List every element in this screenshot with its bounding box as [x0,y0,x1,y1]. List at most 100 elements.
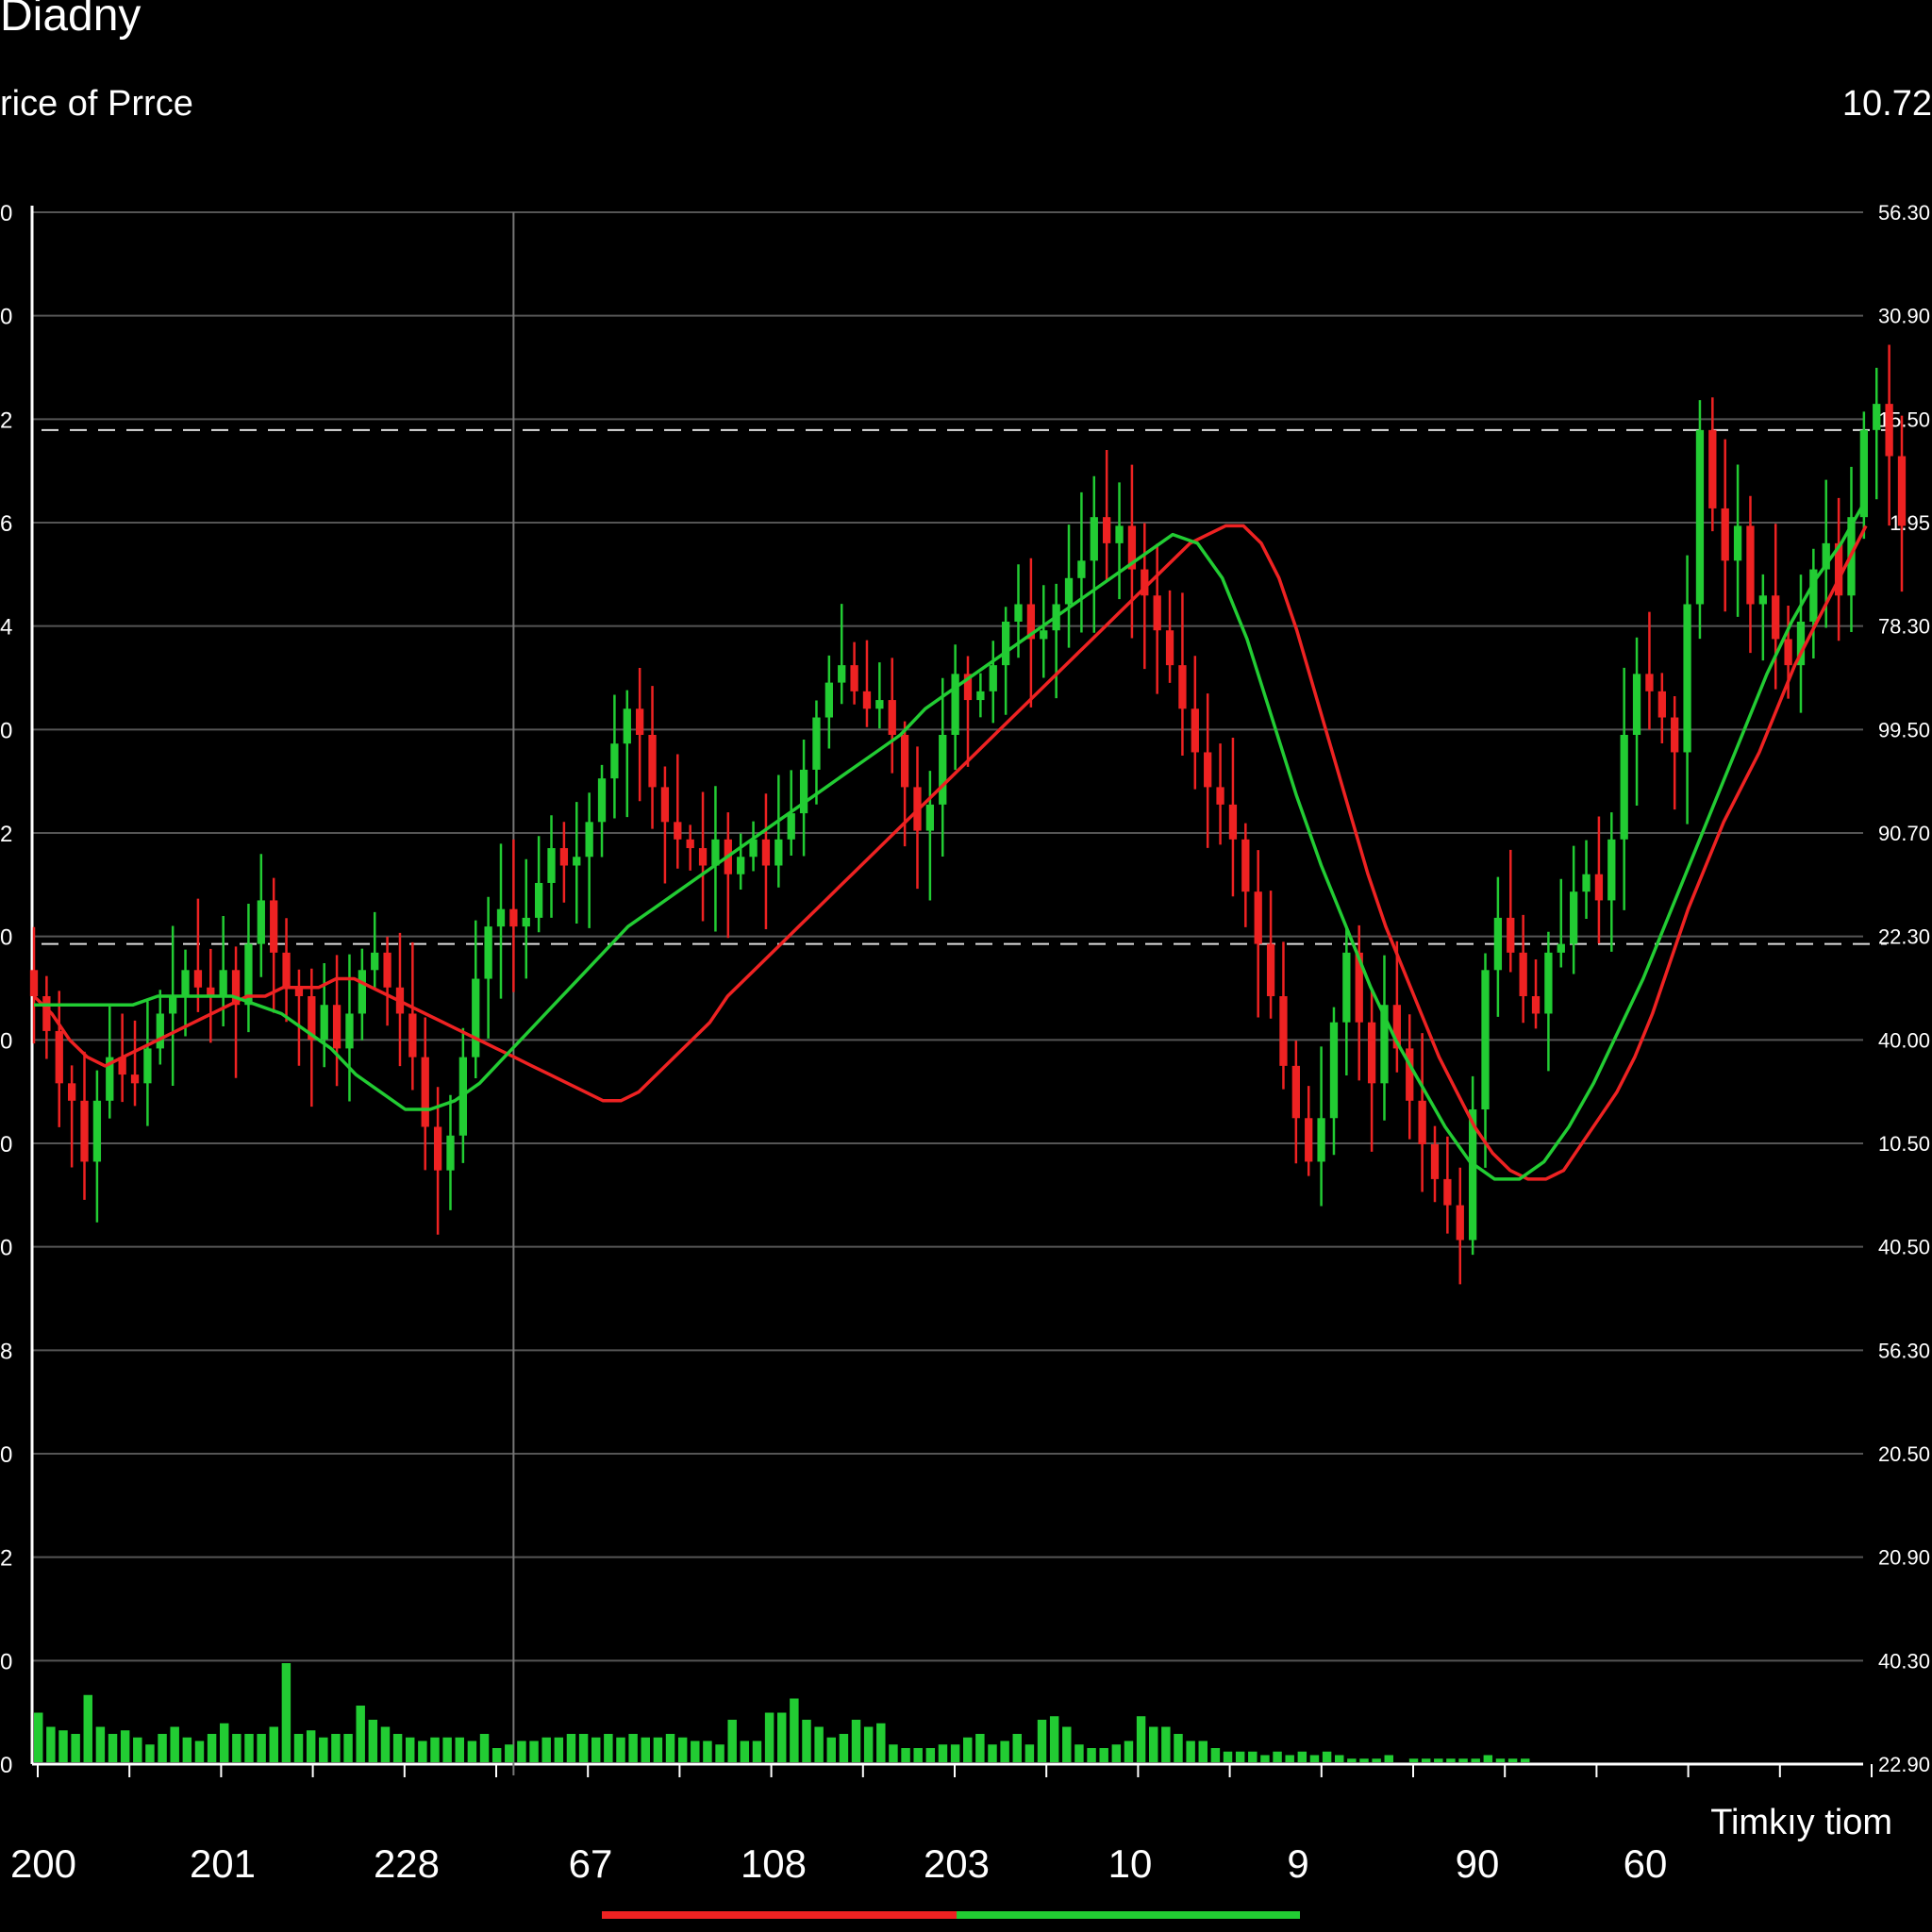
left-tick-label: 0 [0,201,12,226]
candle-body [875,700,884,709]
candle-body [1103,517,1111,543]
candle-body [1406,1048,1414,1101]
candle-body [674,822,682,840]
candle-body [862,691,872,709]
candle-body [1544,952,1553,1014]
candle-body [1430,1143,1440,1179]
volume-bar [293,1734,304,1762]
candle-body [383,952,391,988]
volume-bar [1408,1758,1419,1762]
candle-body [332,1005,341,1049]
x-tick-label: 90 [1456,1841,1500,1886]
volume-bar [1273,1751,1282,1762]
volume-bar [1297,1751,1307,1762]
left-tick-label: 4 [0,615,12,641]
volume-bar [777,1712,787,1762]
volume-bar [975,1734,985,1762]
candle-body [1796,621,1806,666]
volume-bar [1161,1726,1171,1762]
candle-body [29,970,39,996]
right-tick-label: 1.95 [1890,511,1930,535]
volume-bar [1012,1734,1022,1762]
left-tick-label: 0 [0,718,12,743]
volume-bar [641,1737,650,1762]
volume-bars [34,1663,1530,1762]
candle-body [282,952,291,988]
volume-bar [120,1730,130,1762]
candle-body [169,996,177,1014]
candle-body [472,978,480,1058]
volume-bar [406,1737,415,1762]
volume-bar [677,1737,688,1762]
volume-bar [665,1734,675,1762]
volume-bar [220,1723,229,1762]
x-tick-label: 60 [1624,1841,1668,1886]
candle-body [371,952,379,971]
right-tick-label: 40.50 [1878,1236,1930,1259]
left-tick-label: 0 [0,305,12,330]
volume-bar [281,1663,291,1762]
x-tick-label: 228 [374,1841,440,1886]
x-tick-label: 10 [1108,1841,1153,1886]
volume-bar [170,1726,179,1762]
volume-bar [938,1744,948,1762]
candle-body [143,1048,152,1084]
volume-bar [83,1694,92,1762]
x-tick-label: 67 [569,1841,613,1886]
volume-bar [1124,1740,1134,1762]
candle-body [1141,569,1149,596]
chart-title: Diadny [0,0,141,41]
volume-bar [46,1726,56,1762]
volume-bar [1495,1758,1506,1762]
x-tick-label: 203 [924,1841,990,1886]
candle-body [1014,604,1023,622]
right-tick-label: 20.50 [1878,1442,1930,1466]
volume-bar [418,1740,427,1762]
volume-bar [257,1734,266,1762]
candle-body [1329,1022,1339,1119]
volume-bar [467,1740,477,1762]
right-tick-label: 90.70 [1878,822,1930,845]
candle-body [1822,542,1830,570]
candle-body [1204,752,1212,788]
candle-body [1305,1118,1313,1162]
candle-body [559,848,569,866]
volume-bar [963,1737,973,1762]
candle-body [1834,542,1843,596]
candle-body [1570,891,1578,944]
candle-body [951,674,959,735]
left-tick-label: 0 [0,1442,12,1468]
reference-lines [42,428,1887,945]
volume-bar [529,1740,539,1762]
candle-body [597,778,607,823]
candle-body [1153,595,1161,631]
candle-body [1090,517,1098,561]
volume-bar [1471,1758,1480,1762]
right-tick-label: 40.00 [1878,1028,1930,1052]
candle-body [1557,943,1565,953]
candle-body [1885,404,1893,457]
volume-bar [71,1734,80,1762]
left-tick-label: 0 [0,1132,12,1158]
volume-bar [442,1737,452,1762]
candle-body [1746,525,1755,605]
candle-body [1317,1118,1325,1162]
candle-body [446,1135,455,1171]
volume-bar [604,1734,613,1762]
candle-body [1531,996,1541,1014]
right-tick-label: 22.90 [1878,1753,1930,1776]
candle-body [1468,1109,1477,1241]
candle-body [181,970,190,996]
left-tick-label: 8 [0,1339,12,1364]
legend-swatch-red [602,1911,957,1919]
candle-body [207,987,215,996]
candle-body [1733,525,1742,561]
candle-body [1291,1065,1300,1119]
volume-bar [1372,1758,1381,1762]
right-tick-label: 56.30 [1878,201,1930,225]
volume-bar [182,1737,192,1762]
candle-body [1342,952,1351,1023]
candle-body [1040,630,1048,640]
left-tick-label: 0 [0,925,12,951]
volume-bar [826,1737,836,1762]
